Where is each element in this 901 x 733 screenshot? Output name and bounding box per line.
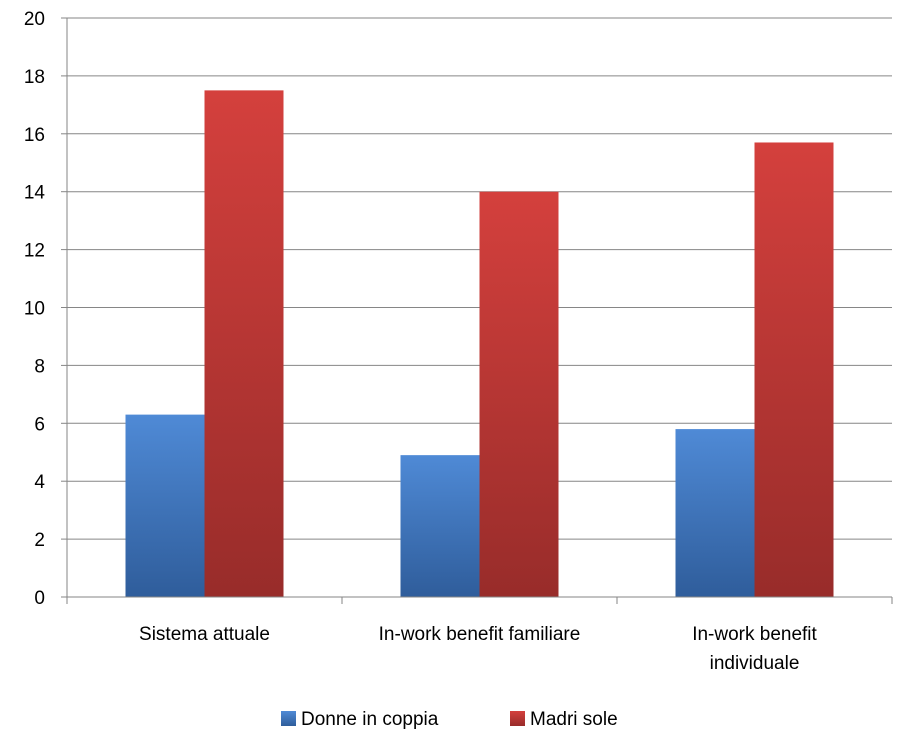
bar-donne-in-coppia [400,455,480,597]
x-tick-label-line: In-work benefit familiare [379,624,581,645]
legend-swatch-donne-in-coppia [281,711,296,726]
x-tick-label-line: Sistema attuale [139,624,270,645]
bar-madri-sole [479,191,559,597]
legend-label: Madri sole [530,709,618,730]
bar-donne-in-coppia [675,429,755,597]
y-tick-label: 20 [24,9,45,30]
bar-donne-in-coppia [125,414,205,597]
y-tick-label: 14 [24,183,46,204]
y-tick-label: 0 [34,588,45,609]
y-tick-label: 4 [34,472,45,493]
x-tick-label: In-work benefit familiare [379,624,581,645]
bar-madri-sole [754,142,834,598]
bar-madri-sole [204,90,284,597]
axis-labels: 0 2 4 6 8 10 12 14 16 18 20 Sistema attuale In-work … [24,9,818,674]
axes [61,17,893,604]
legend-label: Donne in coppia [301,709,439,730]
y-tick-label: 6 [34,414,45,435]
x-tick-label: Sistema attuale [139,624,270,645]
y-tick-label: 16 [24,125,45,146]
legend: Donne in coppia Madri sole [281,709,618,730]
y-tick-label: 12 [24,241,45,262]
y-tick-label: 2 [34,530,45,551]
x-tick-label-line: individuale [710,653,800,674]
legend-swatch-madri-sole [510,711,525,726]
y-tick-label: 18 [24,67,45,88]
y-tick-label: 8 [34,356,45,377]
y-tick-label: 10 [24,299,45,320]
x-tick-label-line: In-work benefit [692,624,817,645]
bars [125,90,834,598]
x-tick-label: In-work benefit individuale [692,624,817,674]
